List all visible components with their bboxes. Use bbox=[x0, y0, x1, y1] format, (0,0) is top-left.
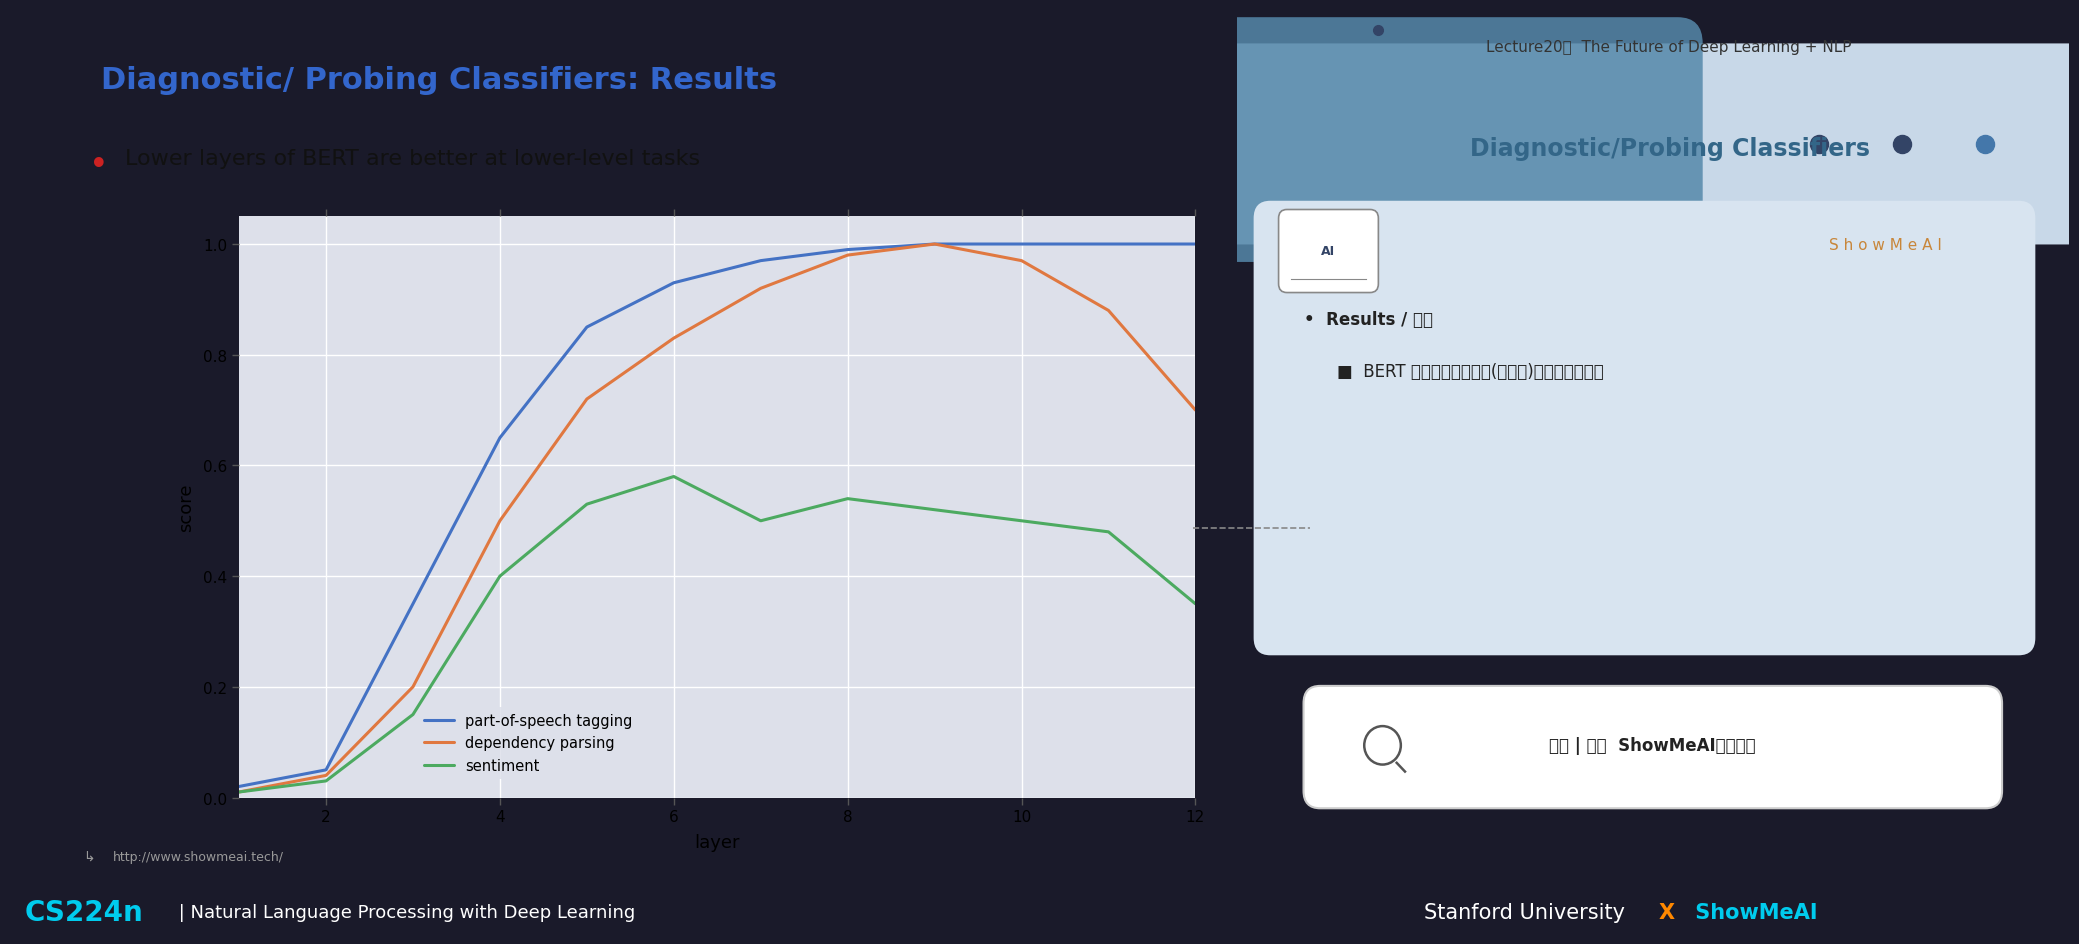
Text: AI: AI bbox=[1322, 244, 1335, 258]
dependency parsing bbox=[486, 515, 511, 527]
dependency parsing bbox=[227, 786, 252, 798]
X-axis label: layer: layer bbox=[694, 833, 740, 851]
part-of-speech tagging bbox=[1096, 239, 1121, 250]
Text: Diagnostic/Probing Classifiers: Diagnostic/Probing Classifiers bbox=[1470, 137, 1869, 161]
sentiment bbox=[401, 709, 426, 720]
dependency parsing bbox=[1183, 405, 1208, 416]
dependency parsing bbox=[574, 394, 599, 405]
FancyBboxPatch shape bbox=[1220, 44, 2079, 245]
dependency parsing bbox=[401, 682, 426, 693]
Text: S h o w M e A I: S h o w M e A I bbox=[1830, 238, 1942, 253]
Text: •  Results / 结果: • Results / 结果 bbox=[1304, 311, 1432, 329]
sentiment bbox=[486, 571, 511, 582]
Line: dependency parsing: dependency parsing bbox=[239, 244, 1195, 792]
sentiment bbox=[227, 786, 252, 798]
dependency parsing bbox=[314, 770, 339, 782]
part-of-speech tagging bbox=[227, 781, 252, 792]
Text: X: X bbox=[1659, 902, 1676, 922]
Text: http://www.showmeai.tech/: http://www.showmeai.tech/ bbox=[112, 851, 285, 864]
part-of-speech tagging bbox=[661, 278, 686, 289]
Text: Stanford University: Stanford University bbox=[1424, 902, 1632, 922]
Text: Lecture20：  The Future of Deep Learning + NLP: Lecture20： The Future of Deep Learning +… bbox=[1486, 40, 1852, 55]
Text: Diagnostic/ Probing Classifiers: Results: Diagnostic/ Probing Classifiers: Results bbox=[102, 66, 778, 95]
part-of-speech tagging bbox=[923, 239, 948, 250]
sentiment bbox=[574, 499, 599, 511]
part-of-speech tagging bbox=[836, 244, 861, 256]
Text: ↳: ↳ bbox=[83, 850, 96, 864]
Text: 搜索 | 微信  ShowMeAI研究中心: 搜索 | 微信 ShowMeAI研究中心 bbox=[1549, 736, 1757, 754]
part-of-speech tagging bbox=[1008, 239, 1033, 250]
dependency parsing bbox=[923, 239, 948, 250]
Text: Lower layers of BERT are better at lower-level tasks: Lower layers of BERT are better at lower… bbox=[125, 149, 701, 169]
Text: •: • bbox=[89, 149, 108, 182]
part-of-speech tagging bbox=[1183, 239, 1208, 250]
sentiment bbox=[314, 775, 339, 786]
Text: CS224n: CS224n bbox=[25, 898, 143, 926]
part-of-speech tagging bbox=[748, 256, 773, 267]
Text: ■  BERT 的低层表示在基础(低层次)任务中表现更好: ■ BERT 的低层表示在基础(低层次)任务中表现更好 bbox=[1337, 363, 1603, 381]
part-of-speech tagging bbox=[401, 598, 426, 610]
dependency parsing bbox=[1096, 306, 1121, 317]
dependency parsing bbox=[661, 333, 686, 345]
FancyBboxPatch shape bbox=[1304, 686, 2002, 808]
sentiment bbox=[1096, 527, 1121, 538]
Text: ShowMeAI: ShowMeAI bbox=[1688, 902, 1817, 922]
sentiment bbox=[923, 504, 948, 515]
Line: sentiment: sentiment bbox=[239, 477, 1195, 792]
Y-axis label: score: score bbox=[177, 483, 195, 531]
part-of-speech tagging bbox=[314, 765, 339, 776]
sentiment bbox=[836, 494, 861, 505]
dependency parsing bbox=[748, 283, 773, 295]
dependency parsing bbox=[1008, 256, 1033, 267]
FancyBboxPatch shape bbox=[1195, 18, 1703, 262]
Legend: part-of-speech tagging, dependency parsing, sentiment: part-of-speech tagging, dependency parsi… bbox=[418, 708, 638, 779]
part-of-speech tagging bbox=[486, 432, 511, 444]
sentiment bbox=[1183, 598, 1208, 610]
dependency parsing bbox=[836, 250, 861, 261]
FancyBboxPatch shape bbox=[1279, 211, 1378, 294]
Text: | Natural Language Processing with Deep Learning: | Natural Language Processing with Deep … bbox=[173, 902, 634, 921]
FancyBboxPatch shape bbox=[1254, 202, 2035, 655]
Line: part-of-speech tagging: part-of-speech tagging bbox=[239, 244, 1195, 786]
sentiment bbox=[748, 515, 773, 527]
sentiment bbox=[1008, 515, 1033, 527]
sentiment bbox=[661, 471, 686, 482]
part-of-speech tagging bbox=[574, 322, 599, 333]
